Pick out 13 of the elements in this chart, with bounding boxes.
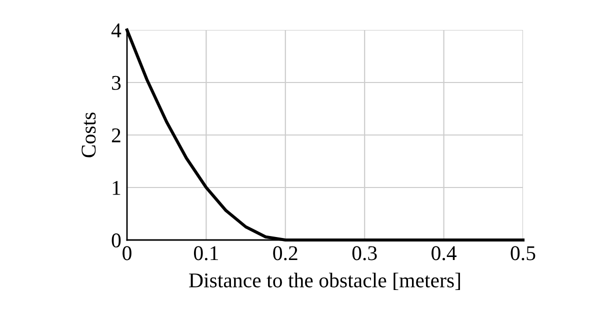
x-tick-label: 0: [122, 246, 132, 260]
y-tick-label: 2: [112, 128, 120, 142]
x-tick-label: 0.2: [273, 246, 298, 260]
y-tick-label: 3: [112, 76, 121, 90]
x-tick-label: 0.3: [352, 246, 377, 260]
x-tick-label: 0.1: [194, 246, 218, 260]
y-tick-label: 1: [112, 180, 120, 195]
y-axis-title: Costs: [82, 112, 96, 158]
x-tick-label: 0.5: [510, 246, 536, 260]
y-tick-label: 4: [111, 24, 122, 38]
x-tick-label: 0.4: [432, 246, 456, 260]
x-axis-title: Distance to the obstacle [meters]: [189, 272, 460, 290]
y-tick-label: 0: [112, 233, 121, 248]
